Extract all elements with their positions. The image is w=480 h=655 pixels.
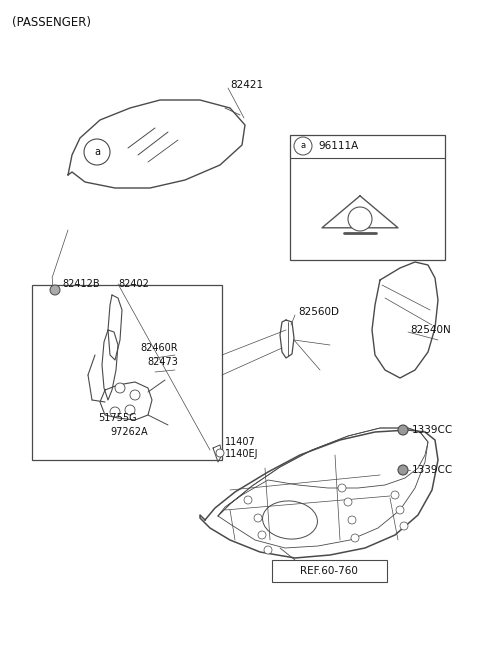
Circle shape (264, 546, 272, 554)
Text: 11407: 11407 (225, 437, 256, 447)
Text: (PASSENGER): (PASSENGER) (12, 16, 91, 29)
Text: 82421: 82421 (230, 80, 263, 90)
Text: REF.60-760: REF.60-760 (300, 566, 358, 576)
Circle shape (338, 484, 346, 492)
Circle shape (398, 425, 408, 435)
Text: 1339CC: 1339CC (412, 425, 453, 435)
Text: 51755G: 51755G (98, 413, 137, 423)
Circle shape (244, 496, 252, 504)
Text: 97262A: 97262A (110, 427, 148, 437)
Circle shape (216, 449, 224, 457)
Circle shape (254, 514, 262, 522)
Text: a: a (94, 147, 100, 157)
Text: 82412B: 82412B (62, 279, 100, 289)
Circle shape (258, 531, 266, 539)
Text: 82560D: 82560D (298, 307, 339, 317)
Circle shape (115, 383, 125, 393)
Circle shape (50, 285, 60, 295)
Circle shape (396, 506, 404, 514)
Text: 82460R: 82460R (140, 343, 178, 353)
FancyBboxPatch shape (272, 560, 387, 582)
Circle shape (130, 390, 140, 400)
FancyBboxPatch shape (32, 285, 222, 460)
Text: 96111A: 96111A (318, 141, 358, 151)
Circle shape (84, 139, 110, 165)
Circle shape (348, 516, 356, 524)
Ellipse shape (263, 501, 317, 539)
Text: 82402: 82402 (118, 279, 149, 289)
Circle shape (348, 207, 372, 231)
Circle shape (398, 465, 408, 475)
Text: a: a (300, 141, 306, 151)
Text: 82473: 82473 (147, 357, 178, 367)
Circle shape (400, 522, 408, 530)
Circle shape (351, 534, 359, 542)
Circle shape (125, 405, 135, 415)
Text: 82540N: 82540N (410, 325, 451, 335)
Text: 1140EJ: 1140EJ (225, 449, 259, 459)
FancyBboxPatch shape (290, 135, 445, 260)
Circle shape (110, 407, 120, 417)
Circle shape (344, 498, 352, 506)
Circle shape (294, 137, 312, 155)
Circle shape (391, 491, 399, 499)
Text: 1339CC: 1339CC (412, 465, 453, 475)
